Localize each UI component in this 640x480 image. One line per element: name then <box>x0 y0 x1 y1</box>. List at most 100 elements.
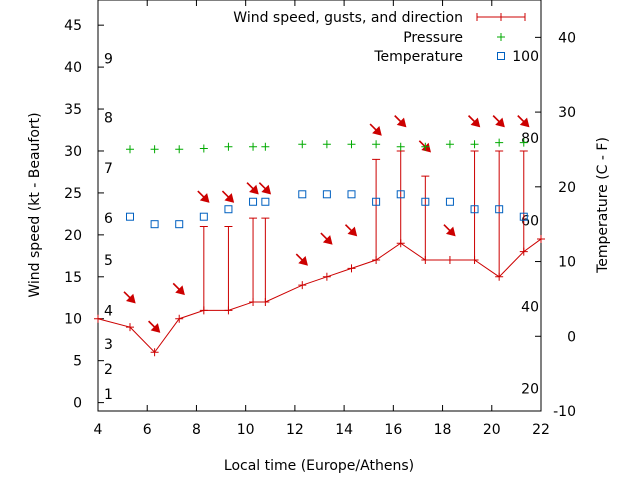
wind-gust-bar <box>224 225 233 311</box>
y-tick-label: 10 <box>64 312 82 328</box>
wind-speed-point <box>537 235 545 244</box>
y2-axis-title: Temperature (C - F) <box>595 137 611 274</box>
legend-pressure-symbol <box>497 33 505 41</box>
pressure-point <box>396 142 405 151</box>
pressure-point <box>199 144 208 153</box>
y-tick-label: 45 <box>64 18 82 34</box>
y-axis-title: Wind speed (kt - Beaufort) <box>27 112 43 297</box>
temperature-point <box>396 190 405 199</box>
pressure-point <box>470 140 479 149</box>
axis-ticks: 4 6 8 10 12 14 16 18 20 22051015202530354045-1001… <box>64 0 576 438</box>
wind-direction-arrowhead <box>298 256 308 266</box>
wind-direction-arrowhead <box>519 117 530 128</box>
wind-direction-arrowhead <box>396 117 407 128</box>
wind-gust-bar <box>495 150 504 277</box>
y2-tick-label: 20 <box>558 180 576 196</box>
fahrenheit-label: 20 <box>521 382 539 398</box>
beaufort-label: 7 <box>104 161 113 177</box>
pressure-point <box>372 140 381 149</box>
temperature-point <box>445 197 454 206</box>
wind-speed-point <box>347 264 356 273</box>
temperature-point <box>421 197 430 206</box>
wind-speed-point <box>125 323 134 332</box>
x-axis-title: Local time (Europe/Athens) <box>224 458 414 474</box>
x-tick-label: 14 <box>335 422 353 438</box>
fahrenheit-label: 40 <box>521 299 539 315</box>
pressure-point <box>224 142 233 151</box>
pressure-point <box>261 142 270 151</box>
y2-tick-label: 10 <box>558 255 576 271</box>
temperature-point <box>372 197 381 206</box>
y2-tick-label: 30 <box>558 105 576 121</box>
plot-frame <box>97 0 542 412</box>
pressure-point <box>150 145 159 154</box>
pressure-point <box>421 142 430 151</box>
wind-speed-point <box>298 281 307 290</box>
y2-tick-label: 0 <box>567 329 576 345</box>
wind-direction-arrowhead <box>495 117 505 128</box>
y2-tick-label: -10 <box>553 404 576 420</box>
wind-direction-arrowhead <box>445 226 456 237</box>
wind-gust-bar <box>421 175 430 261</box>
wind-direction-arrowhead <box>224 193 235 203</box>
x-tick-label: 8 <box>192 422 201 438</box>
wind-gust-bar <box>199 225 208 311</box>
legend-label: Temperature <box>373 49 463 65</box>
legend: Wind speed, gusts, and direction Pressure… <box>233 10 526 65</box>
y2-tick-label: 40 <box>558 30 576 46</box>
beaufort-label: 2 <box>104 362 113 378</box>
y-tick-label: 25 <box>64 186 82 202</box>
pressure-point <box>519 138 528 147</box>
beaufort-label: 3 <box>104 337 113 353</box>
y-tick-label: 30 <box>64 144 82 160</box>
x-tick-label: 18 <box>434 422 452 438</box>
temperature-point <box>175 220 184 229</box>
y-tick-label: 5 <box>73 354 82 370</box>
x-tick-label: 20 <box>483 422 501 438</box>
wind-speed-point <box>94 314 102 323</box>
pressure-point <box>125 145 134 154</box>
wind-gust-bar <box>396 150 405 244</box>
x-tick-label: 12 <box>286 422 304 438</box>
y-tick-label: 15 <box>64 270 82 286</box>
y-tick-label: 20 <box>64 228 82 244</box>
wind-speed-point <box>150 348 159 357</box>
x-tick-label: 22 <box>532 422 550 438</box>
pressure-point <box>298 140 307 149</box>
wind-gust-bar <box>249 217 258 302</box>
wind-direction-arrowhead <box>470 117 481 128</box>
data-series <box>94 115 545 357</box>
wind-direction-arrowhead <box>150 323 161 333</box>
wind-direction-arrowhead <box>249 184 259 195</box>
beaufort-label: 8 <box>104 110 113 126</box>
beaufort-label: 4 <box>104 303 113 319</box>
wind-direction-arrowhead <box>126 293 136 304</box>
wind-speed-point <box>175 314 184 323</box>
legend-wind-symbol <box>476 13 526 21</box>
pressure-point <box>249 142 258 151</box>
wind-direction-arrowhead <box>322 235 333 245</box>
x-tick-label: 16 <box>384 422 402 438</box>
wind-direction-arrowhead <box>347 226 358 237</box>
temperature-point <box>322 190 331 199</box>
wind-gust-bar <box>372 158 381 261</box>
pressure-point <box>175 145 184 154</box>
wind-direction-arrowhead <box>175 285 185 296</box>
wind-gust-bar <box>519 150 528 252</box>
legend-label: Pressure <box>403 30 463 46</box>
pressure-point <box>322 140 331 149</box>
temperature-point <box>347 190 356 199</box>
wind-direction-arrowhead <box>199 193 210 203</box>
beaufort-label: 5 <box>104 253 113 269</box>
fahrenheit-label: 80 <box>521 131 539 147</box>
temperature-point <box>199 212 208 221</box>
beaufort-label: 6 <box>104 211 113 227</box>
temperature-point <box>495 205 504 214</box>
y-tick-label: 40 <box>64 60 82 76</box>
pressure-point <box>347 140 356 149</box>
pressure-point <box>445 140 454 149</box>
beaufort-label: 1 <box>104 387 113 403</box>
temperature-point <box>249 197 258 206</box>
wind-speed-point <box>445 256 454 265</box>
